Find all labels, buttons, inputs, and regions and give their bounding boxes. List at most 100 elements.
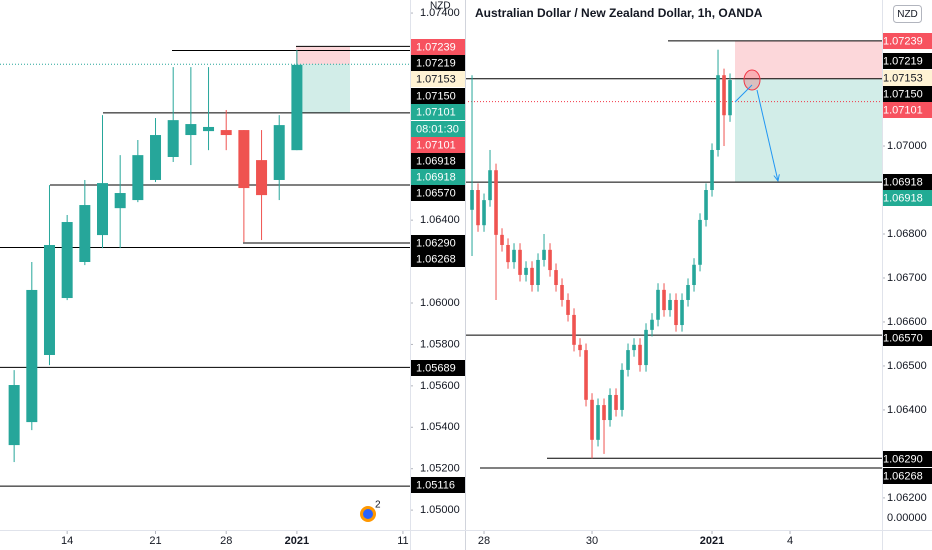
currency-label[interactable]: NZD bbox=[897, 9, 918, 20]
candle-body bbox=[482, 200, 486, 226]
price-label-bg bbox=[883, 53, 932, 69]
price-label-bg bbox=[411, 235, 465, 251]
price-label: 1.05116 bbox=[416, 479, 455, 491]
price-label-bg bbox=[883, 190, 932, 206]
price-label: 1.07101 bbox=[883, 104, 923, 116]
price-label-bg bbox=[411, 55, 465, 71]
price-label: 1.07101 bbox=[416, 106, 456, 118]
candle-body bbox=[566, 299, 570, 315]
price-label: 1.06290 bbox=[883, 453, 923, 465]
y-tick-label: 1.06200 bbox=[887, 492, 927, 504]
candle-body bbox=[548, 249, 552, 271]
annotation-arrow bbox=[734, 84, 753, 103]
candle-body bbox=[150, 135, 162, 180]
events-count[interactable]: 2 bbox=[375, 500, 381, 511]
countdown: 08:01:30 bbox=[416, 123, 459, 135]
y-tick-label: 1.06400 bbox=[420, 214, 460, 226]
price-label: 1.05689 bbox=[416, 362, 456, 374]
price-label: 1.06268 bbox=[883, 470, 923, 482]
countdown-bg bbox=[411, 121, 465, 137]
x-tick-label: 14 bbox=[61, 535, 73, 547]
pane-label: 0.00000 bbox=[887, 512, 927, 524]
candle-body bbox=[680, 299, 684, 326]
candle-body bbox=[500, 234, 504, 245]
candle-body bbox=[43, 245, 55, 355]
price-label: 1.07239 bbox=[883, 35, 923, 47]
candle-body bbox=[476, 190, 480, 226]
candle-body bbox=[710, 149, 714, 191]
candle-body bbox=[518, 249, 522, 275]
candle-body bbox=[722, 75, 726, 116]
y-tick-label: 1.06700 bbox=[887, 272, 927, 284]
price-label: 1.06268 bbox=[416, 253, 456, 265]
price-label: 1.07153 bbox=[883, 72, 923, 84]
candle-body bbox=[291, 64, 303, 151]
currency-button[interactable] bbox=[893, 5, 922, 23]
chart-title: Australian Dollar / New Zealand Dollar, … bbox=[475, 6, 763, 20]
candle-body bbox=[674, 299, 678, 326]
price-label: 1.06918 bbox=[883, 192, 923, 204]
candle-body bbox=[8, 385, 20, 446]
price-label: 1.07153 bbox=[416, 73, 456, 85]
candle-body bbox=[560, 285, 564, 300]
price-label-bg bbox=[883, 174, 932, 190]
candle-body bbox=[167, 120, 179, 157]
candle-body bbox=[220, 130, 232, 136]
candle-body bbox=[590, 399, 594, 440]
x-tick-label: 28 bbox=[478, 535, 490, 547]
price-label: 1.06290 bbox=[416, 237, 456, 249]
candles bbox=[470, 49, 732, 459]
price-label-bg bbox=[411, 153, 465, 169]
price-label-bg bbox=[411, 71, 465, 87]
candle-body bbox=[512, 249, 516, 263]
price-label-bg bbox=[411, 104, 465, 120]
price-label: 1.06918 bbox=[883, 176, 923, 188]
candle-body bbox=[256, 160, 268, 196]
y-tick-label: 1.06000 bbox=[420, 297, 460, 309]
candle-body bbox=[596, 405, 600, 440]
candle-body bbox=[644, 329, 648, 366]
candle-body bbox=[114, 193, 126, 209]
x-tick-label: 2021 bbox=[285, 535, 309, 547]
candle-body bbox=[626, 350, 630, 370]
price-label-bg bbox=[883, 451, 932, 467]
candle-body bbox=[728, 80, 732, 116]
price-label: 1.06570 bbox=[883, 332, 923, 344]
y-tick-label: 1.06600 bbox=[887, 316, 927, 328]
candle-body bbox=[650, 319, 654, 330]
candle-body bbox=[524, 267, 528, 275]
candle-body bbox=[668, 299, 672, 311]
candle-body bbox=[185, 124, 197, 136]
candle-body bbox=[632, 344, 636, 351]
front-layer: 1.07239 1.07219 1.07153 1.07150 1.07101 1.071… bbox=[411, 33, 932, 493]
events-icon[interactable] bbox=[363, 509, 373, 519]
annotation-arrow bbox=[756, 89, 778, 181]
y-tick-label: 1.07400 bbox=[420, 7, 460, 19]
price-label: 1.07219 bbox=[416, 57, 456, 69]
price-label-bg bbox=[411, 137, 465, 153]
price-label-bg bbox=[411, 477, 465, 493]
candle-body bbox=[614, 394, 618, 410]
y-tick-label: 1.05000 bbox=[420, 504, 460, 516]
price-label-bg bbox=[883, 102, 932, 118]
price-label: 1.06570 bbox=[416, 187, 456, 199]
candle-body bbox=[704, 190, 708, 220]
candle-body bbox=[26, 289, 38, 423]
price-label: 1.07239 bbox=[416, 41, 456, 53]
candle-body bbox=[97, 183, 108, 236]
candle-body bbox=[530, 267, 534, 286]
candle-body bbox=[584, 350, 588, 400]
candle-body bbox=[656, 289, 660, 320]
price-label-bg bbox=[883, 70, 932, 86]
x-tick-label: 11 bbox=[397, 535, 408, 547]
x-tick-label: 28 bbox=[220, 535, 232, 547]
stop-zone bbox=[735, 40, 882, 79]
candle-body bbox=[602, 405, 606, 421]
price-label-bg bbox=[411, 169, 465, 185]
candle-body bbox=[620, 369, 624, 410]
candle-body bbox=[470, 190, 474, 210]
price-label: 1.07219 bbox=[883, 55, 923, 67]
target-zone bbox=[735, 78, 882, 183]
candle-body bbox=[542, 249, 546, 260]
price-label: 1.07150 bbox=[416, 90, 456, 102]
